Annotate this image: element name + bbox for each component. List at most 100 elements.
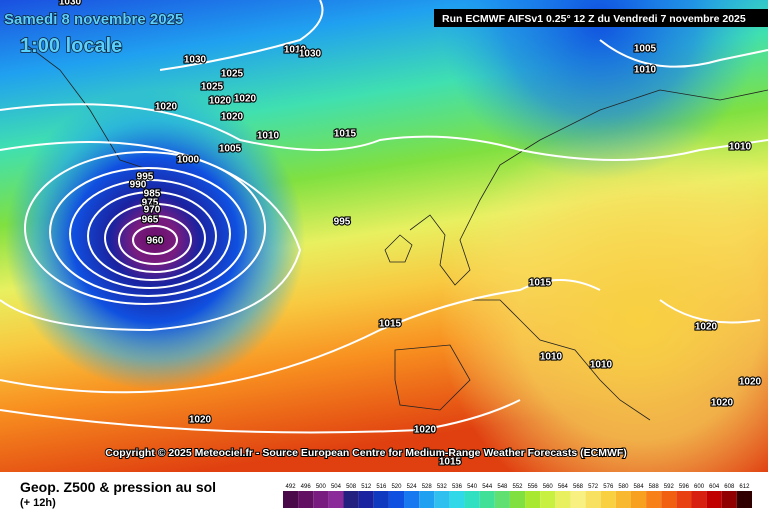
scale-swatch — [540, 491, 556, 508]
scale-label: 548 — [497, 484, 508, 490]
scale-swatch — [706, 491, 722, 508]
scale-label: 588 — [649, 484, 660, 490]
isobar-label: 985 — [144, 189, 161, 200]
scale-swatch — [555, 491, 571, 508]
isobar-label: 1030 — [59, 0, 82, 8]
scale-swatch — [434, 491, 450, 508]
field-low — [0, 0, 768, 472]
scale-swatch — [343, 491, 359, 508]
scale-swatch — [585, 491, 601, 508]
footer-step: (+ 12h) — [20, 497, 56, 509]
scale-label: 608 — [724, 484, 735, 490]
isobar — [24, 151, 266, 305]
scale-label: 556 — [528, 484, 539, 490]
scale-label: 512 — [361, 484, 372, 490]
scale-label: 496 — [301, 484, 312, 490]
scale-label: 504 — [331, 484, 342, 490]
scale-label: 500 — [316, 484, 327, 490]
scale-label: 576 — [603, 484, 614, 490]
scale-swatch — [661, 491, 677, 508]
isobar-label: 1000 — [177, 155, 200, 166]
scale-label: 520 — [391, 484, 402, 490]
scale-label: 528 — [422, 484, 433, 490]
isobar — [159, 0, 324, 71]
scale-swatch — [419, 491, 435, 508]
isobar-label: 1010 — [634, 65, 657, 76]
scale-swatch — [570, 491, 586, 508]
isobar-label: 960 — [147, 236, 164, 247]
scale-swatch — [449, 491, 465, 508]
isobar-label: 1010 — [540, 352, 563, 363]
scale-label: 544 — [482, 484, 493, 490]
isobar-label: 1025 — [201, 82, 224, 93]
scale-label: 612 — [739, 484, 750, 490]
isobar-label: 1015 — [379, 319, 402, 330]
scale-swatch — [494, 491, 510, 508]
scale-label: 580 — [618, 484, 629, 490]
isobar — [69, 179, 231, 289]
isobar-label: 1025 — [221, 69, 244, 80]
isobar-label: 1010 — [284, 45, 307, 56]
scale-swatch — [358, 491, 374, 508]
isobar-label: 1010 — [257, 131, 280, 142]
isobar-label: 1020 — [414, 425, 437, 436]
copyright: Copyright © 2025 Meteociel.fr - Source E… — [105, 447, 627, 459]
scale-swatch — [313, 491, 329, 508]
isobar-label: 1020 — [739, 377, 762, 388]
run-box — [434, 9, 768, 27]
scale-swatch — [298, 491, 314, 508]
scale-label: 524 — [407, 484, 418, 490]
isobar-label: 1015 — [334, 129, 357, 140]
scale-label: 600 — [694, 484, 705, 490]
isobar-label: 1020 — [695, 322, 718, 333]
isobar — [87, 191, 217, 281]
scale-swatch — [464, 491, 480, 508]
footer-title: Geop. Z500 & pression au sol — [20, 479, 216, 495]
coastline — [394, 344, 471, 411]
scale-swatch — [691, 491, 707, 508]
isobar-label: 1030 — [299, 49, 322, 60]
scale-label: 604 — [709, 484, 720, 490]
coastline — [19, 39, 151, 171]
scale-label: 552 — [512, 484, 523, 490]
isobar-label: 965 — [142, 215, 159, 226]
scale-label: 596 — [679, 484, 690, 490]
scale-swatch — [721, 491, 737, 508]
isobar-label: 1010 — [590, 360, 613, 371]
isobar-label: 995 — [137, 172, 154, 183]
isobar-label: 1015 — [439, 457, 462, 468]
isobar-label: 1030 — [184, 55, 207, 66]
isobar-label: 1010 — [729, 142, 752, 153]
scale-label: 560 — [543, 484, 554, 490]
scale-swatch — [736, 491, 752, 508]
color-scale: 492 496 500 504 508 512 516 520 524 528 532 536 540 5… — [283, 484, 752, 508]
scale-label: 568 — [573, 484, 584, 490]
scale-label: 516 — [376, 484, 387, 490]
scale-swatch — [615, 491, 631, 508]
coastline — [409, 89, 768, 286]
isobar-label: 970 — [144, 205, 161, 216]
scale-label: 592 — [664, 484, 675, 490]
isobar — [0, 399, 521, 434]
isobar — [599, 39, 768, 68]
scale-swatch — [373, 491, 389, 508]
isobars — [0, 0, 768, 433]
scale-swatch — [676, 491, 692, 508]
scale-swatch — [388, 491, 405, 508]
scale-swatch — [525, 491, 541, 508]
scale-swatch — [479, 491, 495, 508]
run-label: Run ECMWF AIFSv1 0.25° 12 Z du Vendredi … — [442, 13, 746, 25]
isobar — [118, 215, 192, 265]
scale-swatch — [509, 491, 526, 508]
coastline — [470, 299, 651, 421]
scale-label: 532 — [437, 484, 448, 490]
time-label: 1:00 locale — [20, 35, 122, 57]
isobar — [659, 299, 761, 324]
isobar-label: 1005 — [634, 44, 657, 55]
isobar-label: 1015 — [529, 278, 552, 289]
isobar-label: 975 — [142, 198, 159, 209]
isobar — [0, 103, 768, 161]
scale-swatch — [646, 491, 662, 508]
